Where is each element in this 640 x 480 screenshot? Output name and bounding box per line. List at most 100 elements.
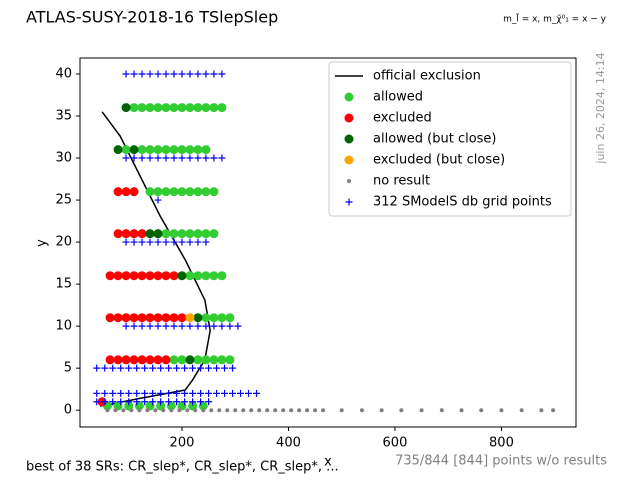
dot — [209, 408, 214, 413]
point — [153, 355, 163, 365]
point — [185, 271, 195, 281]
point — [113, 313, 123, 323]
point — [201, 145, 211, 155]
point — [113, 229, 123, 239]
point — [225, 313, 235, 323]
legend-label: allowed — [373, 90, 423, 105]
point — [161, 187, 171, 197]
grid-point — [221, 389, 229, 397]
exclusion-line — [99, 111, 211, 407]
dot — [145, 408, 150, 413]
grid-point — [154, 154, 162, 162]
dot — [439, 408, 444, 413]
dot — [273, 408, 278, 413]
point — [201, 355, 211, 365]
grid-point — [93, 398, 101, 406]
dot — [225, 408, 230, 413]
dot — [539, 408, 544, 413]
point — [121, 103, 131, 113]
point — [169, 103, 179, 113]
point — [225, 355, 235, 365]
point — [209, 271, 219, 281]
grid-point — [122, 70, 130, 78]
grid-point — [154, 70, 162, 78]
grid-point — [130, 70, 138, 78]
grid-point — [218, 70, 226, 78]
grid-point — [146, 238, 154, 246]
dot — [347, 179, 351, 183]
point — [177, 103, 187, 113]
grid-point — [189, 389, 197, 397]
point — [193, 229, 203, 239]
y-tick-label: 40 — [55, 66, 72, 81]
point — [137, 313, 147, 323]
point — [169, 355, 179, 365]
point — [145, 355, 155, 365]
dot — [241, 408, 246, 413]
dot — [137, 408, 142, 413]
point — [121, 187, 131, 197]
grid-point — [173, 364, 181, 372]
x-tick-label: 200 — [170, 436, 195, 451]
dot — [201, 408, 206, 413]
point — [153, 229, 163, 239]
x-tick-label: 400 — [276, 436, 301, 451]
dot — [499, 408, 504, 413]
dot — [321, 408, 326, 413]
legend-label: excluded — [373, 111, 432, 126]
grid-point — [170, 322, 178, 330]
grid-point — [226, 322, 234, 330]
chart-title: ATLAS-SUSY-2018-16 TSlepSlep — [26, 8, 278, 27]
point — [129, 313, 139, 323]
point — [129, 271, 139, 281]
grid-point — [122, 238, 130, 246]
point — [193, 271, 203, 281]
point — [177, 313, 187, 323]
grid-point — [202, 154, 210, 162]
point — [153, 187, 163, 197]
grid-point — [181, 364, 189, 372]
grid-point — [101, 389, 109, 397]
grid-point — [130, 154, 138, 162]
dot — [479, 408, 484, 413]
grid-point — [138, 322, 146, 330]
grid-point — [197, 364, 205, 372]
point — [193, 355, 203, 365]
point — [137, 271, 147, 281]
grid-point — [237, 389, 245, 397]
dot — [169, 408, 174, 413]
x-tick-label: 800 — [489, 436, 514, 451]
dot — [551, 408, 556, 413]
point — [185, 355, 195, 365]
point — [193, 187, 203, 197]
point — [169, 145, 179, 155]
point — [161, 271, 171, 281]
grid-point — [138, 154, 146, 162]
grid-point — [205, 364, 213, 372]
grid-point — [138, 238, 146, 246]
grid-point — [181, 398, 189, 406]
point — [193, 103, 203, 113]
point — [201, 187, 211, 197]
dot — [113, 408, 118, 413]
point — [161, 355, 171, 365]
y-tick-label: 20 — [55, 235, 72, 250]
grid-point — [101, 398, 109, 406]
grid-point — [93, 389, 101, 397]
point — [105, 313, 115, 323]
legend-box — [328, 61, 572, 217]
dot — [519, 408, 524, 413]
legend-label: official exclusion — [373, 69, 481, 84]
grid-point — [146, 70, 154, 78]
grid-point — [197, 389, 205, 397]
point — [185, 229, 195, 239]
point — [129, 145, 139, 155]
point — [344, 113, 354, 123]
point — [185, 145, 195, 155]
dot — [153, 408, 158, 413]
point — [161, 229, 171, 239]
axes-frame — [79, 57, 577, 428]
dot — [177, 408, 182, 413]
grid-point — [205, 389, 213, 397]
